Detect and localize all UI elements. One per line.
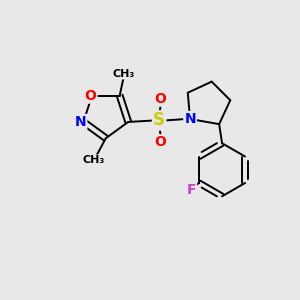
- Text: S: S: [153, 112, 165, 130]
- Text: O: O: [155, 92, 167, 106]
- Text: N: N: [184, 112, 196, 126]
- Text: CH₃: CH₃: [83, 155, 105, 165]
- Text: O: O: [85, 88, 97, 103]
- Text: O: O: [155, 135, 167, 149]
- Text: CH₃: CH₃: [113, 68, 135, 79]
- Text: F: F: [186, 183, 196, 196]
- Text: N: N: [75, 115, 86, 129]
